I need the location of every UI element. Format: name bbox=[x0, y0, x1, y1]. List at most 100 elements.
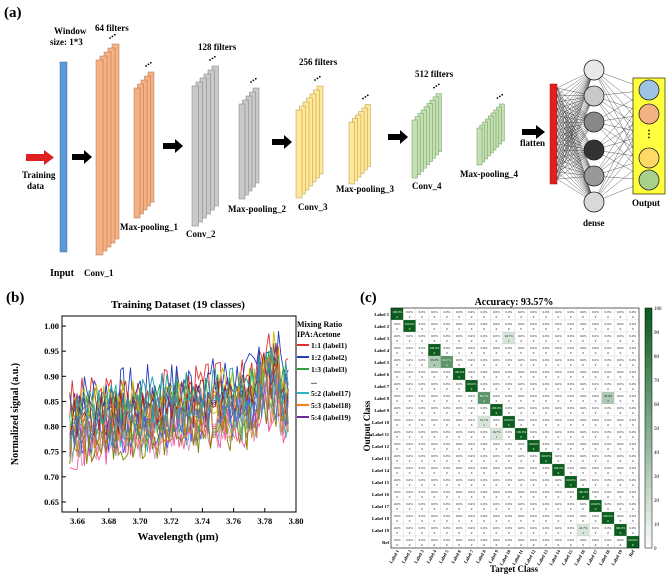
cell-count: 0 bbox=[471, 411, 473, 415]
row-label: Label 14 bbox=[372, 468, 390, 473]
cell-count: 0 bbox=[533, 411, 535, 415]
filters-512: 512 filters bbox=[415, 69, 454, 79]
output-node bbox=[638, 147, 660, 169]
cell-count: 0 bbox=[458, 315, 460, 319]
cell-count: 0 bbox=[533, 495, 535, 499]
colorbar-step bbox=[645, 488, 652, 495]
cell-percent: 0.0% bbox=[629, 358, 636, 362]
cell-count: 0 bbox=[520, 375, 522, 379]
cell-count: 0 bbox=[471, 375, 473, 379]
cell-count: 0 bbox=[409, 519, 411, 523]
cell-count: 0 bbox=[434, 495, 436, 499]
legend-title-line2: IPA:Acetone bbox=[297, 330, 341, 339]
col-label: Label 3 bbox=[413, 548, 425, 564]
cell-count: 0 bbox=[434, 531, 436, 535]
arrow-input-conv1 bbox=[72, 150, 92, 164]
cell-count: 0 bbox=[409, 351, 411, 355]
cell-percent: 0.0% bbox=[592, 310, 599, 314]
cell-count: 0 bbox=[545, 399, 547, 403]
cell-count: 6 bbox=[570, 483, 572, 487]
cell-percent: 0.0% bbox=[493, 454, 500, 458]
cell-percent: 0.0% bbox=[617, 394, 624, 398]
cell-count: 0 bbox=[533, 375, 535, 379]
cell-percent: 0.0% bbox=[629, 466, 636, 470]
y-tick-label: 0.75 bbox=[44, 447, 59, 457]
row-label: Label 10 bbox=[372, 420, 390, 425]
col-label: Label 8 bbox=[475, 548, 487, 564]
cell-percent: 0.0% bbox=[518, 394, 525, 398]
cell-count: 0 bbox=[595, 399, 597, 403]
cell-percent: 0.0% bbox=[431, 538, 438, 542]
panel-c: (c) Accuracy: 93.57% 100.0%60.0%00.0%00.… bbox=[360, 290, 662, 574]
cell-percent: 0.0% bbox=[394, 394, 401, 398]
cell-percent: 0.0% bbox=[493, 466, 500, 470]
cell-count: 0 bbox=[570, 447, 572, 451]
cell-percent: 0.0% bbox=[456, 418, 463, 422]
cell-count: 0 bbox=[508, 519, 510, 523]
cell-percent: 0.0% bbox=[431, 310, 438, 314]
cell-count: 0 bbox=[620, 447, 622, 451]
cell-count: 0 bbox=[582, 435, 584, 439]
cell-count: 0 bbox=[632, 471, 634, 475]
colorbar-step bbox=[645, 344, 652, 351]
cell-count: 0 bbox=[396, 435, 398, 439]
cell-percent: 100.0% bbox=[603, 514, 613, 518]
colorbar-step bbox=[645, 338, 652, 345]
cell-percent: 0.0% bbox=[530, 514, 537, 518]
stack-conv2 bbox=[191, 55, 219, 227]
row-label: Label 7 bbox=[374, 384, 389, 389]
cell-percent: 0.0% bbox=[443, 466, 450, 470]
cell-percent: 0.0% bbox=[456, 394, 463, 398]
cell-percent: 0.0% bbox=[543, 526, 550, 530]
colorbar-step bbox=[645, 374, 652, 381]
cell-count: 0 bbox=[409, 435, 411, 439]
cell-count: 0 bbox=[446, 435, 448, 439]
cell-percent: 0.0% bbox=[518, 370, 525, 374]
cell-percent: 0.0% bbox=[456, 514, 463, 518]
cell-count: 4 bbox=[483, 399, 485, 403]
cell-count: 0 bbox=[607, 531, 609, 535]
input-layer bbox=[59, 61, 68, 253]
cell-percent: 0.0% bbox=[443, 454, 450, 458]
ellipsis-dot bbox=[113, 33, 116, 36]
cell-count: 0 bbox=[582, 423, 584, 427]
cell-count: 0 bbox=[434, 399, 436, 403]
chart-b-title: Training Dataset (19 classes) bbox=[111, 299, 245, 311]
cell-count: 6 bbox=[458, 375, 460, 379]
colorbar-step bbox=[645, 308, 652, 315]
cell-percent: 0.0% bbox=[431, 502, 438, 506]
cell-count: 0 bbox=[533, 399, 535, 403]
cell-percent: 0.0% bbox=[543, 490, 550, 494]
dense-node bbox=[583, 191, 605, 213]
cell-percent: 0.0% bbox=[419, 406, 426, 410]
cell-count: 0 bbox=[632, 363, 634, 367]
cell-count: 0 bbox=[545, 447, 547, 451]
dense-node bbox=[583, 139, 605, 161]
cell-percent: 0.0% bbox=[481, 346, 488, 350]
cell-percent: 0.0% bbox=[518, 538, 525, 542]
layer-mp1-label: Max-pooling_1 bbox=[120, 222, 179, 232]
cell-percent: 0.0% bbox=[419, 358, 426, 362]
cell-percent: 0.0% bbox=[555, 538, 562, 542]
cell-percent: 33.3% bbox=[604, 394, 613, 398]
cell-count: 0 bbox=[421, 315, 423, 319]
cell-count: 0 bbox=[520, 531, 522, 535]
cell-percent: 0.0% bbox=[419, 466, 426, 470]
cell-percent: 0.0% bbox=[493, 322, 500, 326]
cell-percent: 0.0% bbox=[419, 538, 426, 542]
cell-percent: 0.0% bbox=[468, 442, 475, 446]
cell-count: 0 bbox=[471, 471, 473, 475]
cell-count: 0 bbox=[421, 447, 423, 451]
cell-count: 0 bbox=[558, 543, 560, 547]
cell-percent: 0.0% bbox=[419, 382, 426, 386]
cell-percent: 0.0% bbox=[468, 430, 475, 434]
cell-count: 0 bbox=[620, 375, 622, 379]
colorbar-step bbox=[645, 434, 652, 441]
cell-percent: 100.0% bbox=[578, 490, 588, 494]
cell-count: 0 bbox=[446, 399, 448, 403]
cell-percent: 0.0% bbox=[567, 430, 574, 434]
cell-count: 0 bbox=[483, 363, 485, 367]
ellipsis-dot bbox=[362, 97, 364, 100]
cell-count: 0 bbox=[409, 543, 411, 547]
ellipsis-dot bbox=[109, 37, 111, 39]
